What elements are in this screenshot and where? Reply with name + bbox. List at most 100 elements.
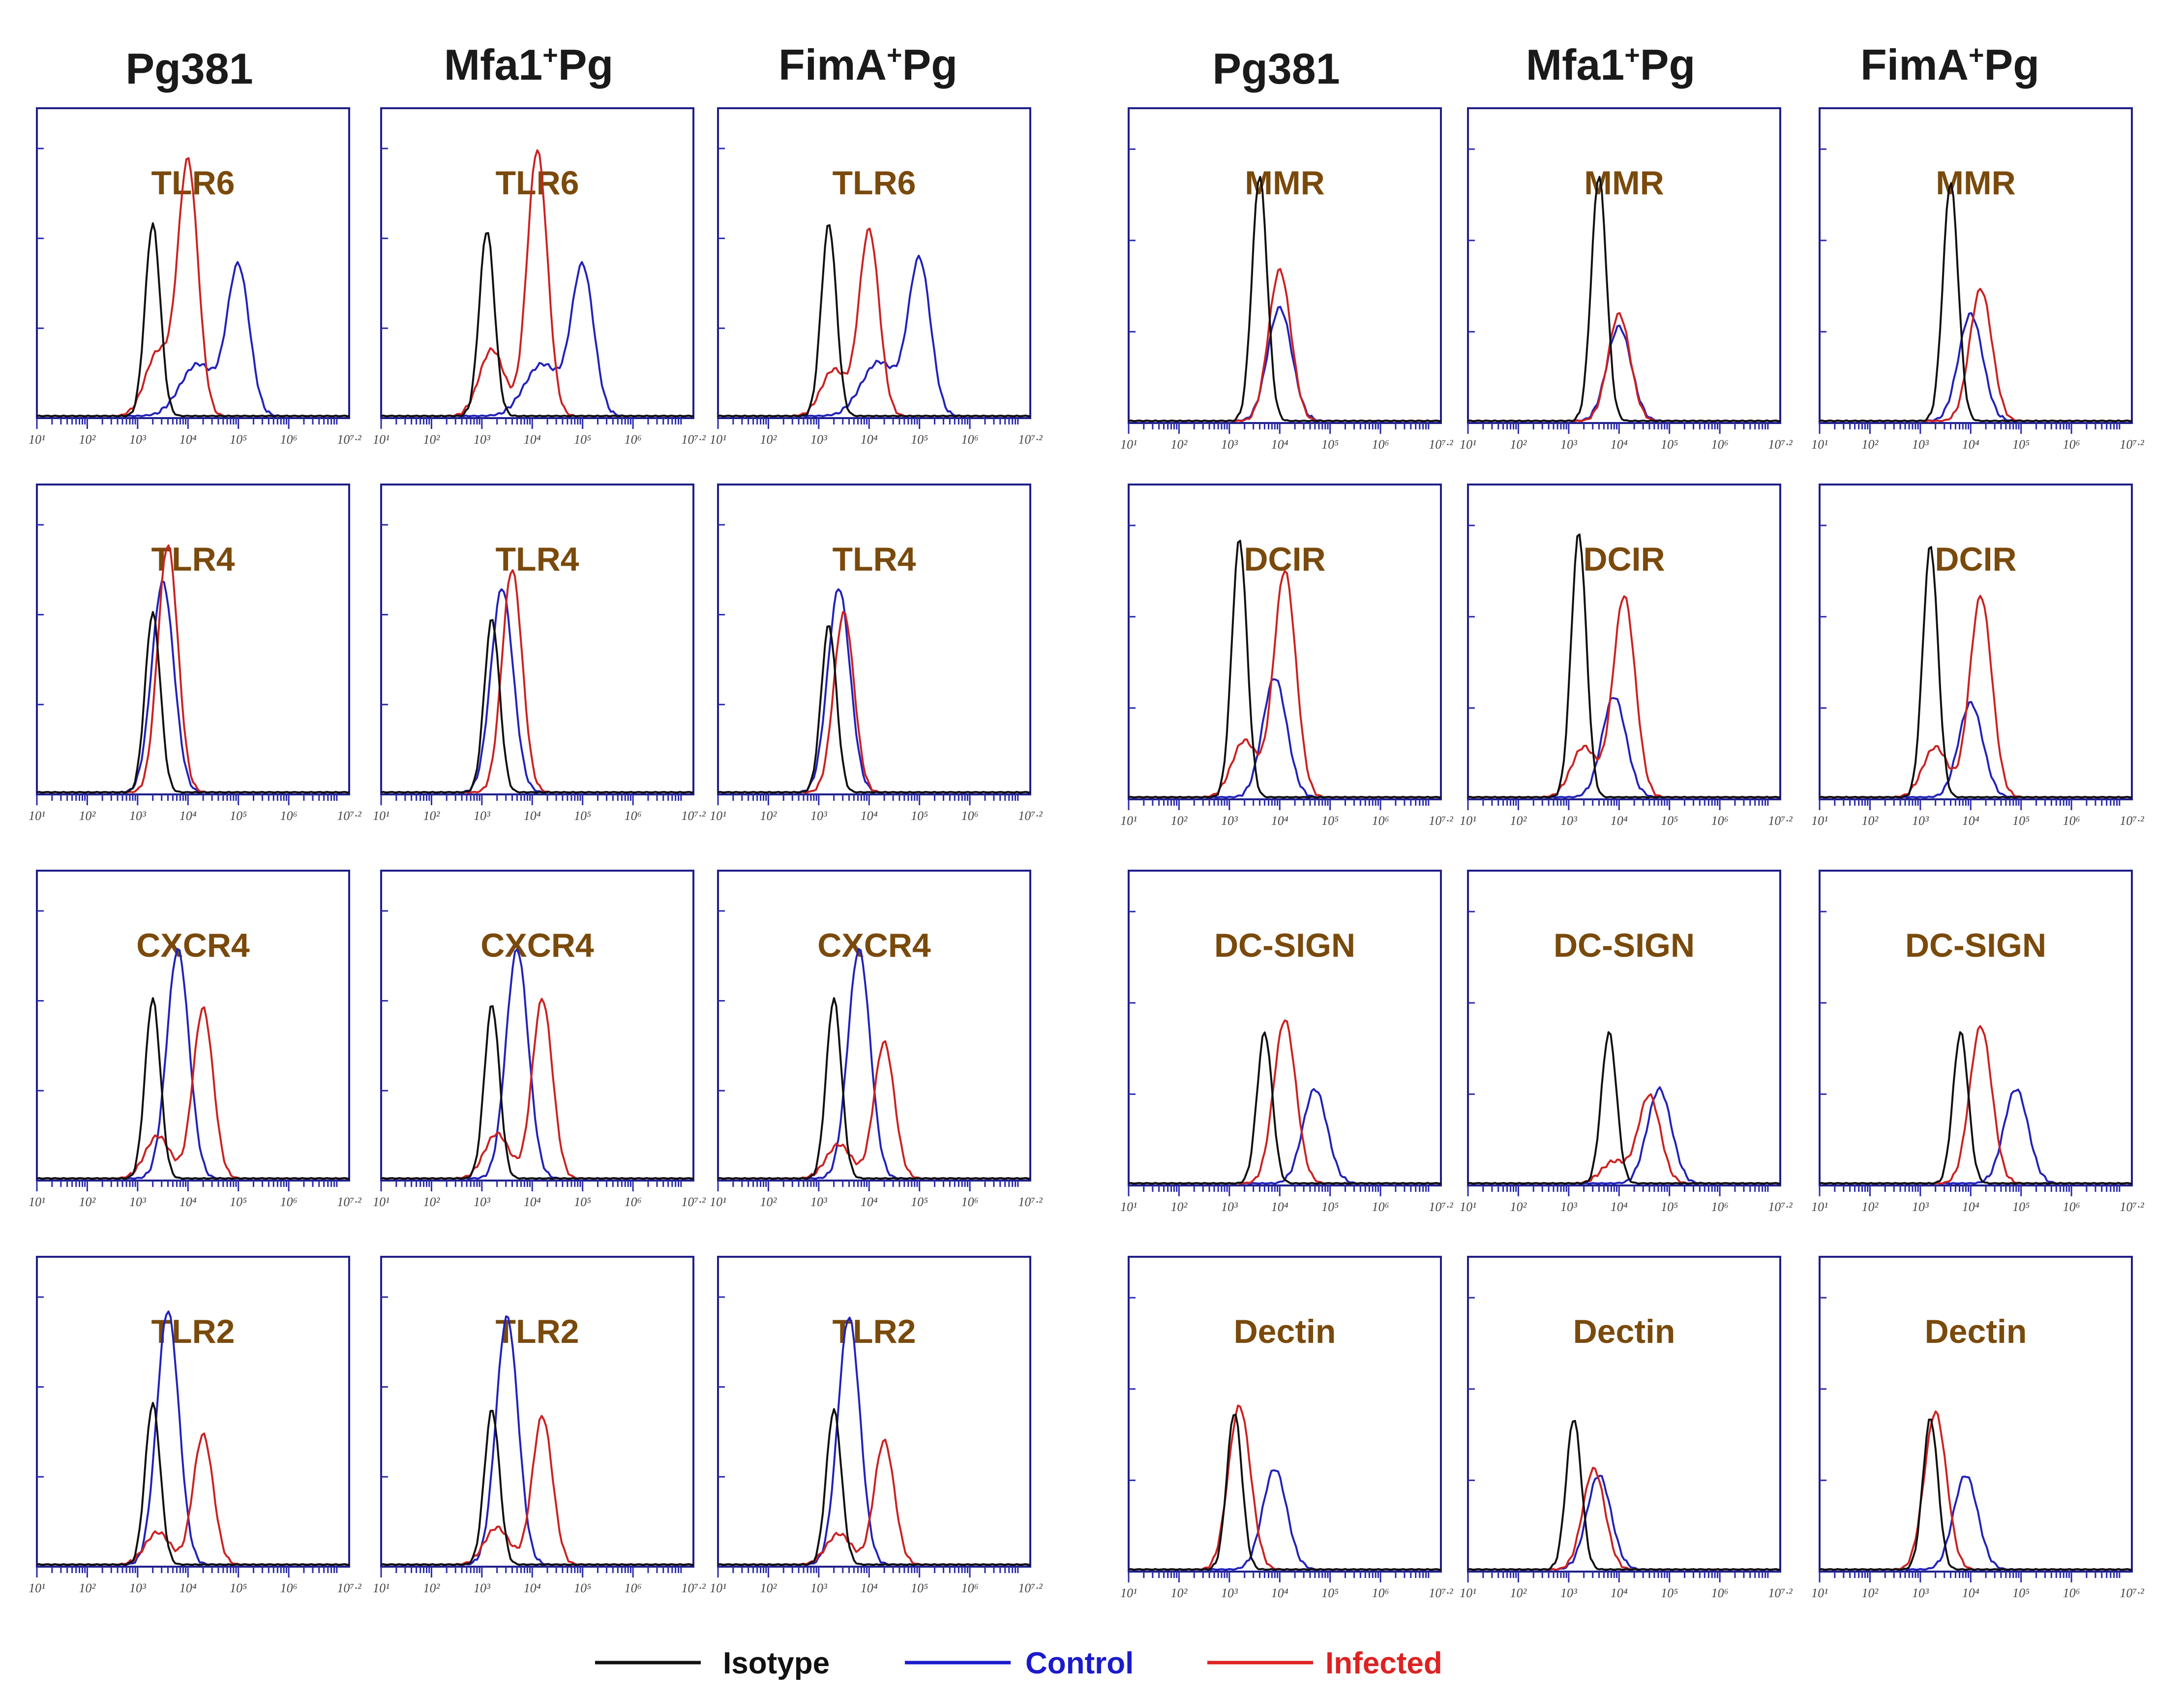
panel-tlr4-2: 10¹ 10² 10³ 10⁴ 10⁵ 10⁶ 10⁷·² TLR4 (710, 484, 1043, 823)
panel-frame (1128, 484, 1442, 800)
x-tick-label: 10⁵ (911, 1581, 928, 1595)
x-tick-label: 10¹ (373, 1195, 389, 1209)
isotype-curve (36, 611, 349, 793)
x-tick-label: 10⁵ (574, 432, 591, 447)
x-tick-label: 10⁶ (280, 1581, 298, 1595)
x-tick-label: 10⁵ (2012, 814, 2030, 828)
x-tick-label: 10⁵ (1321, 437, 1339, 452)
x-tick-label: 10³ (810, 1581, 828, 1595)
x-tick-label: 10⁵ (911, 809, 928, 823)
x-tick-label: 10⁵ (230, 1581, 247, 1595)
x-tick-label: 10¹ (1120, 1200, 1137, 1214)
x-tick-label: 10⁴ (180, 432, 197, 447)
x-tick-label: 10² (79, 809, 96, 823)
isotype-curve (1819, 1031, 2132, 1184)
x-tick-label: 10¹ (710, 1581, 726, 1595)
x-tick-label: 10⁶ (625, 432, 642, 447)
panel-dc-sign-5: 10¹ 10² 10³ 10⁴ 10⁵ 10⁶ 10⁷·² DC-SIGN (1811, 870, 2145, 1214)
legend-control-label: Control (1025, 1646, 1134, 1680)
x-tick-label: 10² (760, 1581, 778, 1595)
x-tick-label: 10² (423, 1195, 441, 1209)
x-tick-label: 10³ (474, 432, 491, 447)
x-tick-label: 10⁶ (1372, 1200, 1389, 1214)
x-tick-label: 10⁷·² (1429, 1586, 1454, 1600)
x-tick-label: 10³ (1221, 814, 1238, 828)
x-tick-label: 10⁷·² (1018, 809, 1043, 823)
x-tick-label: 10⁷·² (2120, 437, 2145, 452)
x-tick-label: 10¹ (1460, 1586, 1476, 1600)
x-tick-label: 10⁷·² (1429, 814, 1454, 828)
isotype-curve (718, 1408, 1030, 1566)
isotype-curve (1128, 1031, 1441, 1184)
panel-frame (36, 484, 350, 795)
x-tick-label: 10⁵ (574, 1581, 591, 1595)
x-tick-label: 10⁵ (2012, 1586, 2030, 1600)
x-tick-label: 10² (1862, 1200, 1879, 1214)
x-tick-label: 10⁵ (911, 1195, 928, 1209)
x-tick-label: 10¹ (29, 432, 45, 447)
x-tick-label: 10⁷·² (681, 1581, 706, 1595)
x-tick-label: 10³ (474, 1581, 491, 1595)
isotype-curve (1819, 182, 2132, 422)
x-tick-label: 10³ (129, 809, 147, 823)
x-tick-label: 10² (760, 1195, 778, 1209)
x-tick-label: 10² (1510, 814, 1527, 828)
x-tick-label: 10¹ (1120, 1586, 1137, 1600)
x-tick-label: 10⁷·² (1768, 1586, 1793, 1600)
panel-frame (36, 107, 350, 419)
panel-dc-sign-4: 10¹ 10² 10³ 10⁴ 10⁵ 10⁶ 10⁷·² DC-SIGN (1460, 870, 1793, 1214)
panel-frame (1819, 107, 2133, 424)
x-tick-label: 10¹ (710, 809, 726, 823)
x-tick-label: 10² (79, 1581, 96, 1595)
x-tick-label: 10¹ (1460, 437, 1476, 452)
x-tick-label: 10⁴ (1611, 1200, 1628, 1214)
x-tick-label: 10⁶ (2063, 437, 2080, 452)
x-tick-label: 10² (1510, 1586, 1527, 1600)
x-tick-label: 10³ (1221, 1200, 1238, 1214)
panel-tlr4-1: 10¹ 10² 10³ 10⁴ 10⁵ 10⁶ 10⁷·² TLR4 (373, 484, 706, 823)
x-tick-label: 10⁷·² (1768, 1200, 1793, 1214)
panel-dcir-5: 10¹ 10² 10³ 10⁴ 10⁵ 10⁶ 10⁷·² DCIR (1811, 484, 2145, 828)
x-tick-label: 10⁶ (280, 1195, 298, 1209)
x-tick-label: 10⁷·² (1768, 437, 1793, 452)
marker-label: TLR2 (833, 1313, 916, 1350)
panel-frame (717, 870, 1031, 1182)
x-tick-label: 10⁵ (1321, 1200, 1339, 1214)
x-tick-label: 10⁷·² (337, 1195, 362, 1209)
panel-frame (1467, 870, 1781, 1186)
x-tick-label: 10⁴ (180, 1195, 197, 1209)
panel-frame (1128, 1256, 1442, 1573)
marker-label: TLR6 (496, 164, 579, 202)
x-tick-label: 10⁴ (1271, 437, 1288, 452)
panel-frame (717, 107, 1031, 419)
x-tick-label: 10⁵ (1661, 814, 1678, 828)
isotype-curve (1819, 1418, 2132, 1571)
marker-label: CXCR4 (817, 927, 931, 964)
marker-label: Dectin (1234, 1313, 1336, 1350)
column-header-mfa1-left: Mfa1+Pg (444, 40, 614, 89)
x-tick-label: 10⁷·² (1429, 1200, 1454, 1214)
marker-label: TLR4 (496, 541, 579, 578)
x-tick-label: 10⁴ (180, 809, 197, 823)
x-tick-label: 10⁵ (1321, 1586, 1339, 1600)
panel-frame (717, 484, 1031, 795)
isotype-curve (1128, 176, 1441, 422)
x-tick-label: 10⁷·² (337, 809, 362, 823)
x-tick-label: 10⁶ (625, 809, 642, 823)
panel-frame (1467, 107, 1781, 424)
x-tick-label: 10² (760, 809, 778, 823)
x-tick-label: 10⁷·² (681, 1195, 706, 1209)
isotype-curve (1467, 1420, 1780, 1571)
x-tick-label: 10¹ (1811, 814, 1828, 828)
x-tick-label: 10⁶ (2063, 1586, 2080, 1600)
isotype-curve (718, 997, 1030, 1180)
x-tick-label: 10³ (1912, 814, 1929, 828)
x-tick-label: 10³ (1912, 1200, 1929, 1214)
x-tick-label: 10⁶ (1372, 814, 1389, 828)
panel-frame (1128, 107, 1442, 424)
x-tick-label: 10¹ (373, 809, 389, 823)
x-tick-label: 10⁶ (961, 432, 979, 447)
